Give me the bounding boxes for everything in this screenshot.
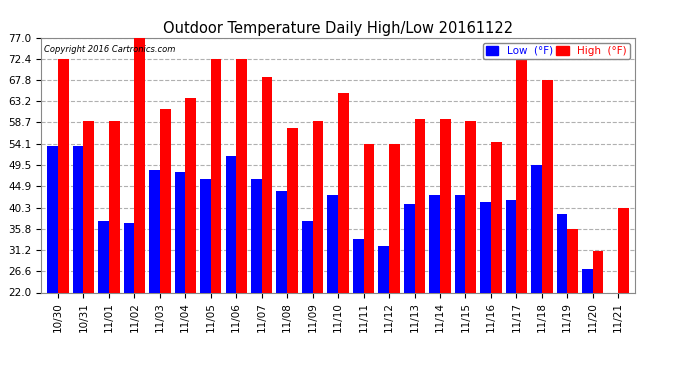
Bar: [236, 59, 247, 292]
Bar: [440, 118, 451, 292]
Bar: [378, 246, 389, 292]
Bar: [135, 38, 145, 292]
Text: Copyright 2016 Cartronics.com: Copyright 2016 Cartronics.com: [44, 45, 176, 54]
Bar: [98, 220, 109, 292]
Bar: [160, 110, 170, 292]
Bar: [593, 251, 604, 292]
Bar: [327, 195, 338, 292]
Bar: [109, 121, 119, 292]
Bar: [338, 93, 349, 292]
Title: Outdoor Temperature Daily High/Low 20161122: Outdoor Temperature Daily High/Low 20161…: [163, 21, 513, 36]
Bar: [567, 228, 578, 292]
Bar: [83, 121, 94, 292]
Bar: [531, 165, 542, 292]
Bar: [210, 59, 221, 292]
Bar: [72, 147, 83, 292]
Bar: [353, 239, 364, 292]
Bar: [47, 147, 58, 292]
Bar: [389, 144, 400, 292]
Bar: [542, 80, 553, 292]
Legend: Low  (°F), High  (°F): Low (°F), High (°F): [483, 43, 629, 59]
Bar: [618, 208, 629, 292]
Bar: [404, 204, 415, 292]
Bar: [364, 144, 374, 292]
Bar: [480, 202, 491, 292]
Bar: [302, 220, 313, 292]
Bar: [287, 128, 298, 292]
Bar: [262, 77, 273, 292]
Bar: [491, 142, 502, 292]
Bar: [186, 98, 196, 292]
Bar: [455, 195, 466, 292]
Bar: [557, 214, 567, 292]
Bar: [466, 121, 476, 292]
Bar: [582, 269, 593, 292]
Bar: [58, 59, 68, 292]
Bar: [124, 223, 135, 292]
Bar: [175, 172, 186, 292]
Bar: [149, 170, 160, 292]
Bar: [313, 121, 324, 292]
Bar: [226, 156, 236, 292]
Bar: [200, 179, 210, 292]
Bar: [415, 118, 425, 292]
Bar: [429, 195, 440, 292]
Bar: [516, 59, 527, 292]
Bar: [277, 190, 287, 292]
Bar: [251, 179, 262, 292]
Bar: [506, 200, 516, 292]
